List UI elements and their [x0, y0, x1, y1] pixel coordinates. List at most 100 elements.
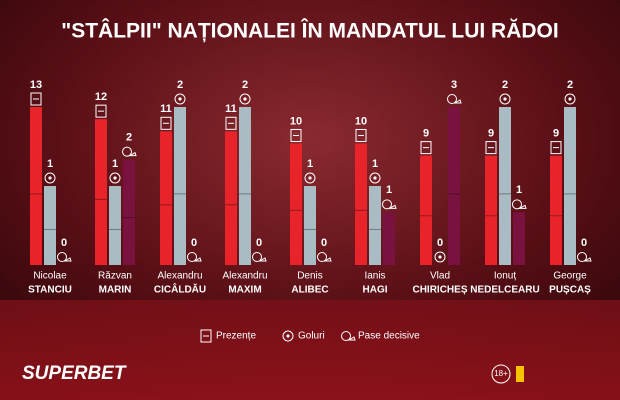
- icon-assist-boot: [63, 257, 72, 262]
- category-first-name: Nicolae: [33, 271, 67, 282]
- icon-ball-center: [243, 97, 247, 101]
- value-label: 0: [256, 237, 262, 249]
- legend-label: Pase decisive: [358, 331, 420, 342]
- value-label: 11: [160, 103, 172, 115]
- category-first-name: George: [553, 271, 587, 282]
- category-first-name: Vlad: [430, 271, 450, 282]
- value-label: 9: [488, 128, 494, 140]
- bar: [109, 186, 121, 265]
- age-badge: 18+: [494, 369, 508, 378]
- icon-ball-center: [48, 176, 52, 180]
- icon-ball-center: [178, 97, 182, 101]
- icon-assist-boot: [518, 204, 527, 209]
- icon-ball-center: [373, 176, 377, 180]
- icon-appearance: [485, 141, 497, 155]
- icon-assist-boot: [258, 257, 267, 262]
- icon-ball: [239, 93, 251, 105]
- category-first-name: Ionuț: [494, 271, 516, 282]
- value-label: 0: [437, 237, 443, 249]
- icon-assist: [447, 94, 457, 104]
- icon-assist: [57, 252, 67, 262]
- value-label: 1: [112, 158, 118, 170]
- icon-ball-center: [503, 97, 507, 101]
- icon-ball: [369, 172, 381, 184]
- icon-ball: [174, 93, 186, 105]
- icon-ball: [44, 172, 56, 184]
- icon-appearance: [290, 128, 302, 142]
- value-label: 2: [126, 132, 132, 144]
- bar: [369, 186, 381, 265]
- icon-assist: [252, 252, 262, 262]
- age-badge-ring: [491, 364, 511, 384]
- category-last-name: NEDELCEARU: [470, 285, 539, 296]
- value-label: 1: [516, 184, 522, 196]
- icon-ball-center: [286, 334, 290, 338]
- icon-assist-boot: [323, 257, 332, 262]
- category-last-name: STANCIU: [28, 285, 72, 296]
- category-first-name: Răzvan: [98, 271, 132, 282]
- value-label: 9: [553, 128, 559, 140]
- icon-assist: [382, 199, 392, 210]
- icon-ball-center: [113, 176, 117, 180]
- category-first-name: Alexandru: [222, 271, 267, 282]
- value-label: 9: [423, 128, 429, 140]
- icon-appearance: [420, 141, 432, 155]
- chart-title: "STÂLPII" NAȚIONALEI ÎN MANDATUL LUI RĂD…: [61, 19, 558, 43]
- category-first-name: Ianis: [364, 271, 385, 282]
- icon-assist-boot: [453, 99, 462, 104]
- value-label: 3: [451, 79, 457, 91]
- bar: [448, 107, 460, 265]
- icon-assist: [187, 252, 197, 262]
- value-label: 1: [372, 158, 378, 170]
- bar: [30, 107, 42, 265]
- icon-appearance: [225, 116, 237, 130]
- bar: [513, 212, 525, 265]
- bar: [420, 155, 432, 265]
- bar: [95, 119, 107, 266]
- bar: [225, 131, 237, 265]
- icon-assist: [512, 199, 522, 210]
- value-label: 13: [30, 79, 42, 91]
- value-label: 12: [95, 91, 107, 103]
- bar: [239, 107, 251, 265]
- icon-ball: [434, 251, 446, 263]
- bar: [355, 143, 367, 265]
- bar: [485, 155, 497, 265]
- value-label: 10: [290, 115, 302, 127]
- value-label: 0: [321, 237, 327, 249]
- category-last-name: MARIN: [99, 285, 132, 296]
- category-last-name: ALIBEC: [291, 285, 328, 296]
- category-last-name: HAGI: [363, 285, 388, 296]
- icon-appearance: [200, 329, 212, 343]
- flag-mark: [516, 366, 524, 382]
- icon-ball: [304, 172, 316, 184]
- icon-ball-center: [568, 97, 572, 101]
- legend-label: Goluri: [298, 331, 325, 342]
- legend-label: Prezențe: [216, 331, 256, 342]
- value-label: 0: [61, 237, 67, 249]
- value-label: 10: [355, 115, 367, 127]
- icon-ball-center: [308, 176, 312, 180]
- value-label: 0: [581, 237, 587, 249]
- pitch: [0, 300, 620, 400]
- value-label: 2: [502, 79, 508, 91]
- icon-appearance: [550, 141, 562, 155]
- value-label: 2: [567, 79, 573, 91]
- icon-assist: [317, 252, 327, 262]
- icon-assist-boot: [347, 336, 356, 341]
- bar: [44, 186, 56, 265]
- value-label: 2: [242, 79, 248, 91]
- bar: [304, 186, 316, 265]
- bar: [550, 155, 562, 265]
- brand-logo: SUPERBET: [22, 363, 127, 384]
- icon-ball: [499, 93, 511, 105]
- icon-ball: [564, 93, 576, 105]
- value-label: 1: [386, 184, 392, 196]
- bar: [564, 107, 576, 265]
- icon-appearance: [160, 116, 172, 130]
- category-last-name: MAXIM: [228, 285, 261, 296]
- category-last-name: PUȘCAȘ: [549, 285, 591, 296]
- bar: [160, 131, 172, 265]
- icon-assist: [577, 252, 587, 262]
